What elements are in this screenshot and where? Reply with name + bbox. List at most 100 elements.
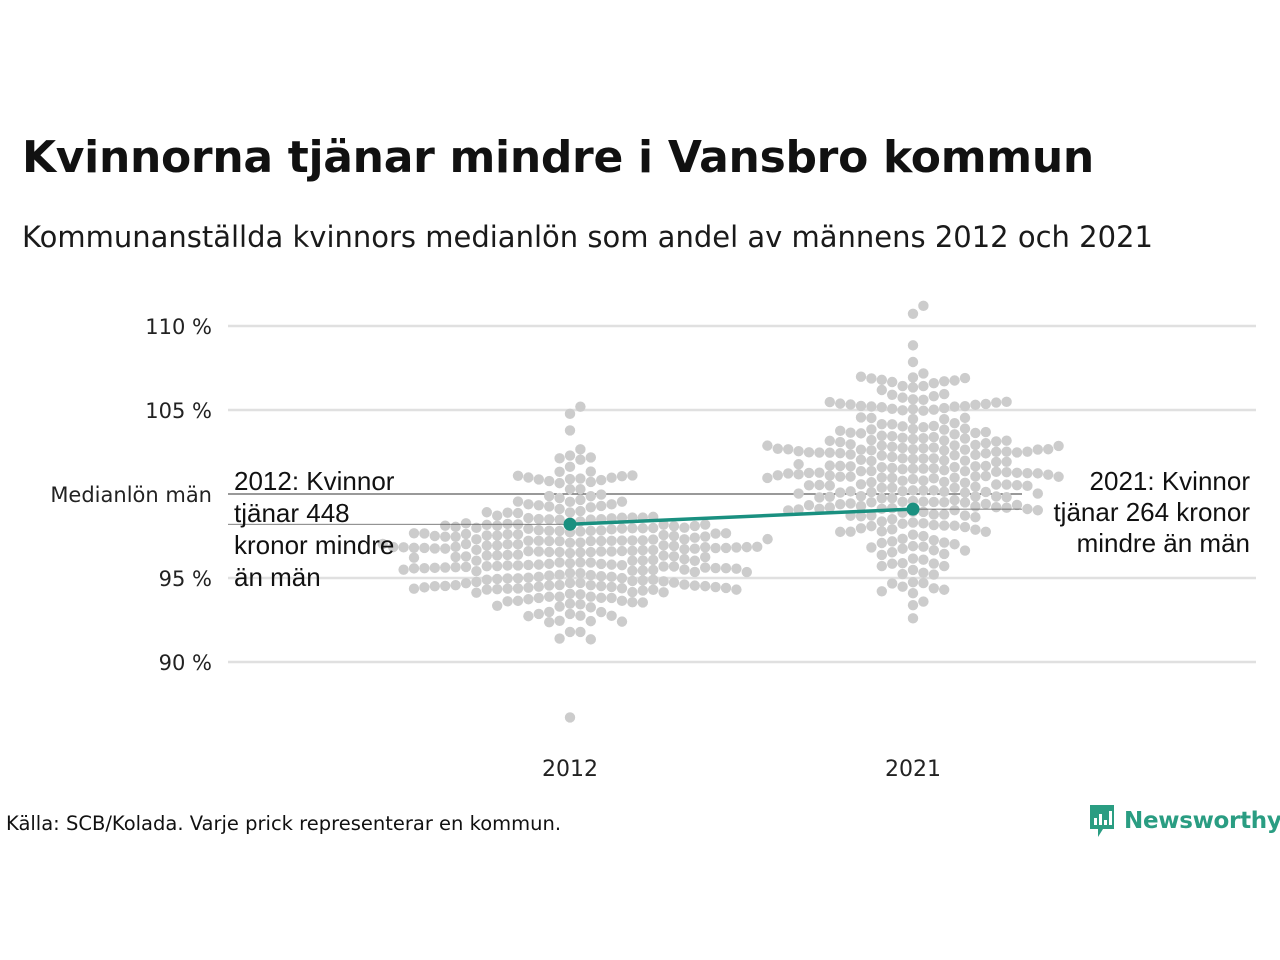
municipality-dot bbox=[564, 484, 576, 495]
municipality-dot bbox=[897, 464, 908, 475]
municipality-dot bbox=[835, 398, 846, 409]
municipality-dot bbox=[959, 372, 971, 384]
municipality-dot bbox=[429, 543, 440, 554]
municipality-dot bbox=[408, 552, 420, 563]
municipality-dot bbox=[939, 560, 950, 572]
municipality-dot bbox=[907, 473, 919, 485]
municipality-dot bbox=[897, 581, 908, 592]
municipality-dot bbox=[648, 544, 659, 556]
municipality-dot bbox=[876, 493, 887, 504]
municipality-dot bbox=[460, 538, 472, 550]
municipality-dot bbox=[959, 545, 971, 556]
municipality-dot bbox=[1001, 446, 1012, 457]
municipality-dot bbox=[658, 561, 669, 572]
municipality-dot bbox=[512, 507, 524, 519]
municipality-dot bbox=[835, 460, 846, 472]
municipality-dot bbox=[533, 535, 544, 547]
highlight-line bbox=[569, 507, 914, 526]
municipality-dot bbox=[939, 476, 950, 488]
municipality-dot bbox=[575, 526, 586, 537]
municipality-dot bbox=[627, 470, 638, 481]
municipality-dot bbox=[907, 588, 919, 599]
municipality-dot bbox=[429, 580, 440, 592]
municipality-dot bbox=[1043, 444, 1054, 455]
municipality-dot bbox=[866, 424, 877, 435]
municipality-dot bbox=[585, 579, 596, 591]
municipality-dot bbox=[783, 468, 794, 479]
municipality-dot bbox=[1032, 468, 1044, 479]
annotation-2021-line: mindre än män bbox=[1077, 528, 1250, 558]
municipality-dot bbox=[544, 525, 555, 536]
municipality-dot bbox=[554, 546, 565, 558]
municipality-dot bbox=[606, 499, 617, 510]
municipality-dot bbox=[533, 581, 544, 592]
municipality-dot bbox=[1001, 491, 1012, 503]
municipality-dot bbox=[492, 510, 503, 521]
municipality-dot bbox=[637, 565, 648, 576]
municipality-dot bbox=[907, 433, 919, 445]
municipality-dot bbox=[918, 541, 929, 552]
municipality-dot bbox=[824, 435, 835, 447]
municipality-dot bbox=[606, 610, 617, 622]
municipality-dot bbox=[492, 560, 503, 572]
municipality-dot bbox=[575, 454, 586, 465]
municipality-dot bbox=[928, 404, 939, 415]
municipality-dot bbox=[481, 550, 492, 561]
municipality-dot bbox=[564, 425, 576, 436]
municipality-dot bbox=[388, 541, 399, 553]
municipality-dot bbox=[991, 436, 1002, 447]
municipality-dot bbox=[959, 487, 971, 498]
municipality-dot bbox=[481, 540, 492, 551]
municipality-dot bbox=[949, 461, 960, 473]
municipality-dot bbox=[575, 444, 586, 455]
municipality-dot bbox=[897, 475, 908, 487]
chart-title: Kvinnorna tjänar mindre i Vansbro kommun bbox=[22, 132, 1094, 183]
municipality-dot bbox=[907, 540, 919, 552]
municipality-dot bbox=[1032, 488, 1044, 499]
municipality-dot bbox=[939, 376, 950, 387]
municipality-dot bbox=[835, 471, 846, 482]
municipality-dot bbox=[918, 496, 929, 507]
municipality-dot bbox=[772, 443, 783, 454]
municipality-dot bbox=[492, 530, 503, 541]
municipality-dot bbox=[907, 553, 919, 564]
municipality-dot bbox=[887, 524, 898, 535]
municipality-dot bbox=[554, 601, 565, 612]
municipality-dot bbox=[398, 564, 409, 575]
municipality-dot bbox=[637, 523, 648, 534]
municipality-dot bbox=[959, 477, 971, 488]
municipality-dot bbox=[481, 530, 492, 541]
municipality-dot bbox=[408, 583, 420, 594]
municipality-dot bbox=[918, 577, 929, 589]
municipality-dot bbox=[648, 584, 659, 595]
municipality-dot bbox=[440, 520, 451, 531]
municipality-dots bbox=[377, 300, 1064, 723]
municipality-dot bbox=[585, 591, 596, 602]
municipality-dot bbox=[679, 522, 690, 533]
municipality-dot bbox=[928, 442, 939, 453]
municipality-dot bbox=[700, 562, 711, 573]
municipality-dot bbox=[575, 401, 586, 412]
municipality-dot bbox=[575, 484, 586, 495]
municipality-dot bbox=[866, 401, 877, 412]
municipality-dot bbox=[564, 450, 576, 461]
municipality-dot bbox=[502, 596, 513, 607]
highlight-point bbox=[563, 517, 577, 531]
municipality-dot bbox=[720, 542, 732, 554]
municipality-dot bbox=[554, 557, 565, 568]
municipality-dot bbox=[1032, 444, 1044, 455]
municipality-dot bbox=[959, 444, 971, 455]
municipality-dot bbox=[928, 583, 939, 594]
municipality-dot bbox=[575, 610, 586, 621]
municipality-dot bbox=[606, 546, 617, 557]
municipality-dot bbox=[700, 531, 711, 542]
municipality-dot bbox=[949, 494, 960, 506]
municipality-dot bbox=[710, 528, 721, 539]
municipality-dot bbox=[897, 486, 908, 497]
municipality-dot bbox=[668, 530, 680, 542]
municipality-dot bbox=[658, 550, 669, 561]
municipality-dot bbox=[918, 394, 929, 405]
municipality-dot bbox=[918, 433, 929, 444]
municipality-dot bbox=[492, 540, 503, 551]
municipality-dot bbox=[512, 573, 524, 584]
